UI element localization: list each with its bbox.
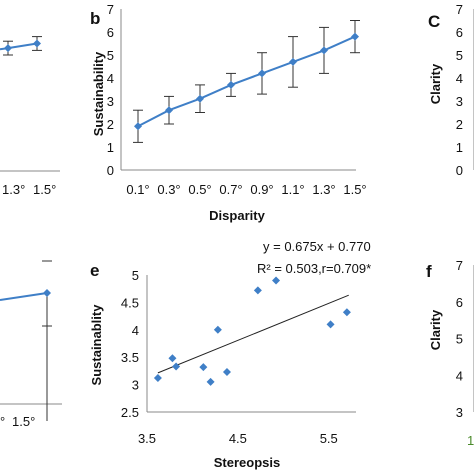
panel-a-x-tick: 1.3° [2, 182, 25, 197]
x-tick-label: 1.5° [343, 182, 366, 197]
panel-a-x-tick: 1.5° [33, 182, 56, 197]
data-point [227, 80, 235, 89]
data-point [289, 57, 297, 66]
data-point [153, 374, 162, 383]
y-tick-label: 6 [107, 25, 114, 40]
panel-c: C Clarity 0 1 2 3 4 5 6 7 [428, 2, 474, 178]
data-point [172, 362, 181, 371]
series-line [0, 292, 48, 301]
x-tick-label: 0.5° [188, 182, 211, 197]
x-tick-label: 0.9° [250, 182, 273, 197]
panel-f: f Clarity 3 4 5 6 7 1 [426, 258, 474, 448]
data-point [134, 122, 142, 131]
data-point [196, 94, 204, 103]
x-tick-label: 0.7° [219, 182, 242, 197]
data-point [213, 325, 222, 334]
panel-f-y-label: Clarity [428, 309, 443, 350]
y-tick-label: 0 [456, 163, 463, 178]
y-tick-label: 3 [132, 378, 139, 393]
x-tick-label: 1.3° [312, 182, 335, 197]
panel-d-x-tick: 1.5° [12, 414, 35, 429]
panel-f-label: f [426, 262, 432, 281]
y-tick-label: 7 [456, 258, 463, 273]
y-tick-label: 1 [456, 140, 463, 155]
panel-e-x-ticks: 3.5 4.5 5.5 [138, 431, 338, 446]
panel-e-equation: y = 0.675x + 0.770 [263, 239, 371, 254]
y-tick-label: 6 [456, 25, 463, 40]
data-point [342, 308, 351, 317]
panel-a-series [0, 36, 42, 56]
data-point [253, 286, 262, 295]
panel-e-label: e [90, 261, 99, 280]
y-tick-label: 5 [456, 332, 463, 347]
panel-b-y-ticks: 0 1 2 3 4 5 6 7 [107, 2, 114, 178]
panel-f-x-tick: 1 [467, 433, 474, 448]
data-point [165, 106, 173, 115]
y-tick-label: 4.5 [121, 295, 139, 310]
data-point [206, 377, 215, 386]
trendline [157, 294, 349, 374]
y-tick-label: 1 [107, 140, 114, 155]
y-tick-label: 2 [456, 117, 463, 132]
y-tick-label: 5 [132, 268, 139, 283]
x-tick-label: 4.5 [229, 431, 247, 446]
y-tick-label: 2.5 [121, 405, 139, 420]
data-point [43, 289, 51, 297]
data-point [272, 276, 281, 285]
panel-d: ° 1.5° [0, 260, 62, 429]
data-point [168, 354, 177, 363]
panel-e-stats: R² = 0.503,r=0.709* [257, 261, 371, 276]
x-tick-label: 5.5 [320, 431, 338, 446]
panel-b-series [133, 20, 360, 143]
x-tick-label: 0.1° [126, 182, 149, 197]
y-tick-label: 4 [132, 323, 139, 338]
y-tick-label: 3.5 [121, 350, 139, 365]
y-tick-label: 5 [107, 48, 114, 63]
panel-e: e Sustainablity 2.5 3 3.5 4 4.5 5 3.5 4.5 5.5 y… [89, 239, 371, 470]
x-tick-label: 3.5 [138, 431, 156, 446]
panel-b-y-label: Sustainability [91, 51, 106, 136]
data-point [351, 32, 359, 41]
y-tick-label: 4 [107, 71, 114, 86]
y-tick-label: 5 [456, 48, 463, 63]
data-point [4, 44, 12, 53]
y-tick-label: 4 [456, 71, 463, 86]
panel-e-x-label: Stereopsis [214, 455, 280, 470]
data-point [320, 46, 328, 55]
data-point [258, 69, 266, 78]
data-point [199, 363, 208, 372]
series-line [137, 35, 356, 128]
data-point [326, 320, 335, 329]
x-tick-label: 0.3° [157, 182, 180, 197]
panel-c-y-label: Clarity [428, 63, 443, 104]
y-tick-label: 2 [107, 117, 114, 132]
x-tick-label: 1.1° [281, 182, 304, 197]
panel-b-x-label: Disparity [209, 208, 265, 223]
panel-a: 1.3° 1.5° [0, 36, 60, 197]
y-tick-label: 7 [456, 2, 463, 17]
y-tick-label: 3 [107, 94, 114, 109]
panel-e-y-label: Sustainablity [89, 304, 104, 386]
data-point [33, 39, 41, 48]
y-tick-label: 3 [456, 94, 463, 109]
panel-b-x-ticks: 0.1° 0.3° 0.5° 0.7° 0.9° 1.1° 1.3° 1.5° [126, 182, 366, 197]
panel-e-series [153, 276, 351, 386]
y-tick-label: 0 [107, 163, 114, 178]
y-tick-label: 7 [107, 2, 114, 17]
panel-d-series [0, 260, 52, 421]
y-tick-label: 3 [456, 405, 463, 420]
y-tick-label: 4 [456, 368, 463, 383]
panel-c-y-ticks: 0 1 2 3 4 5 6 7 [456, 2, 463, 178]
y-tick-label: 6 [456, 295, 463, 310]
data-point [222, 367, 231, 376]
panel-c-label: C [428, 12, 440, 31]
panel-d-x-tick: ° [0, 414, 5, 429]
panel-b-label: b [90, 9, 100, 28]
panel-e-y-ticks: 2.5 3 3.5 4 4.5 5 [121, 268, 139, 420]
panel-f-y-ticks: 3 4 5 6 7 [456, 258, 463, 420]
